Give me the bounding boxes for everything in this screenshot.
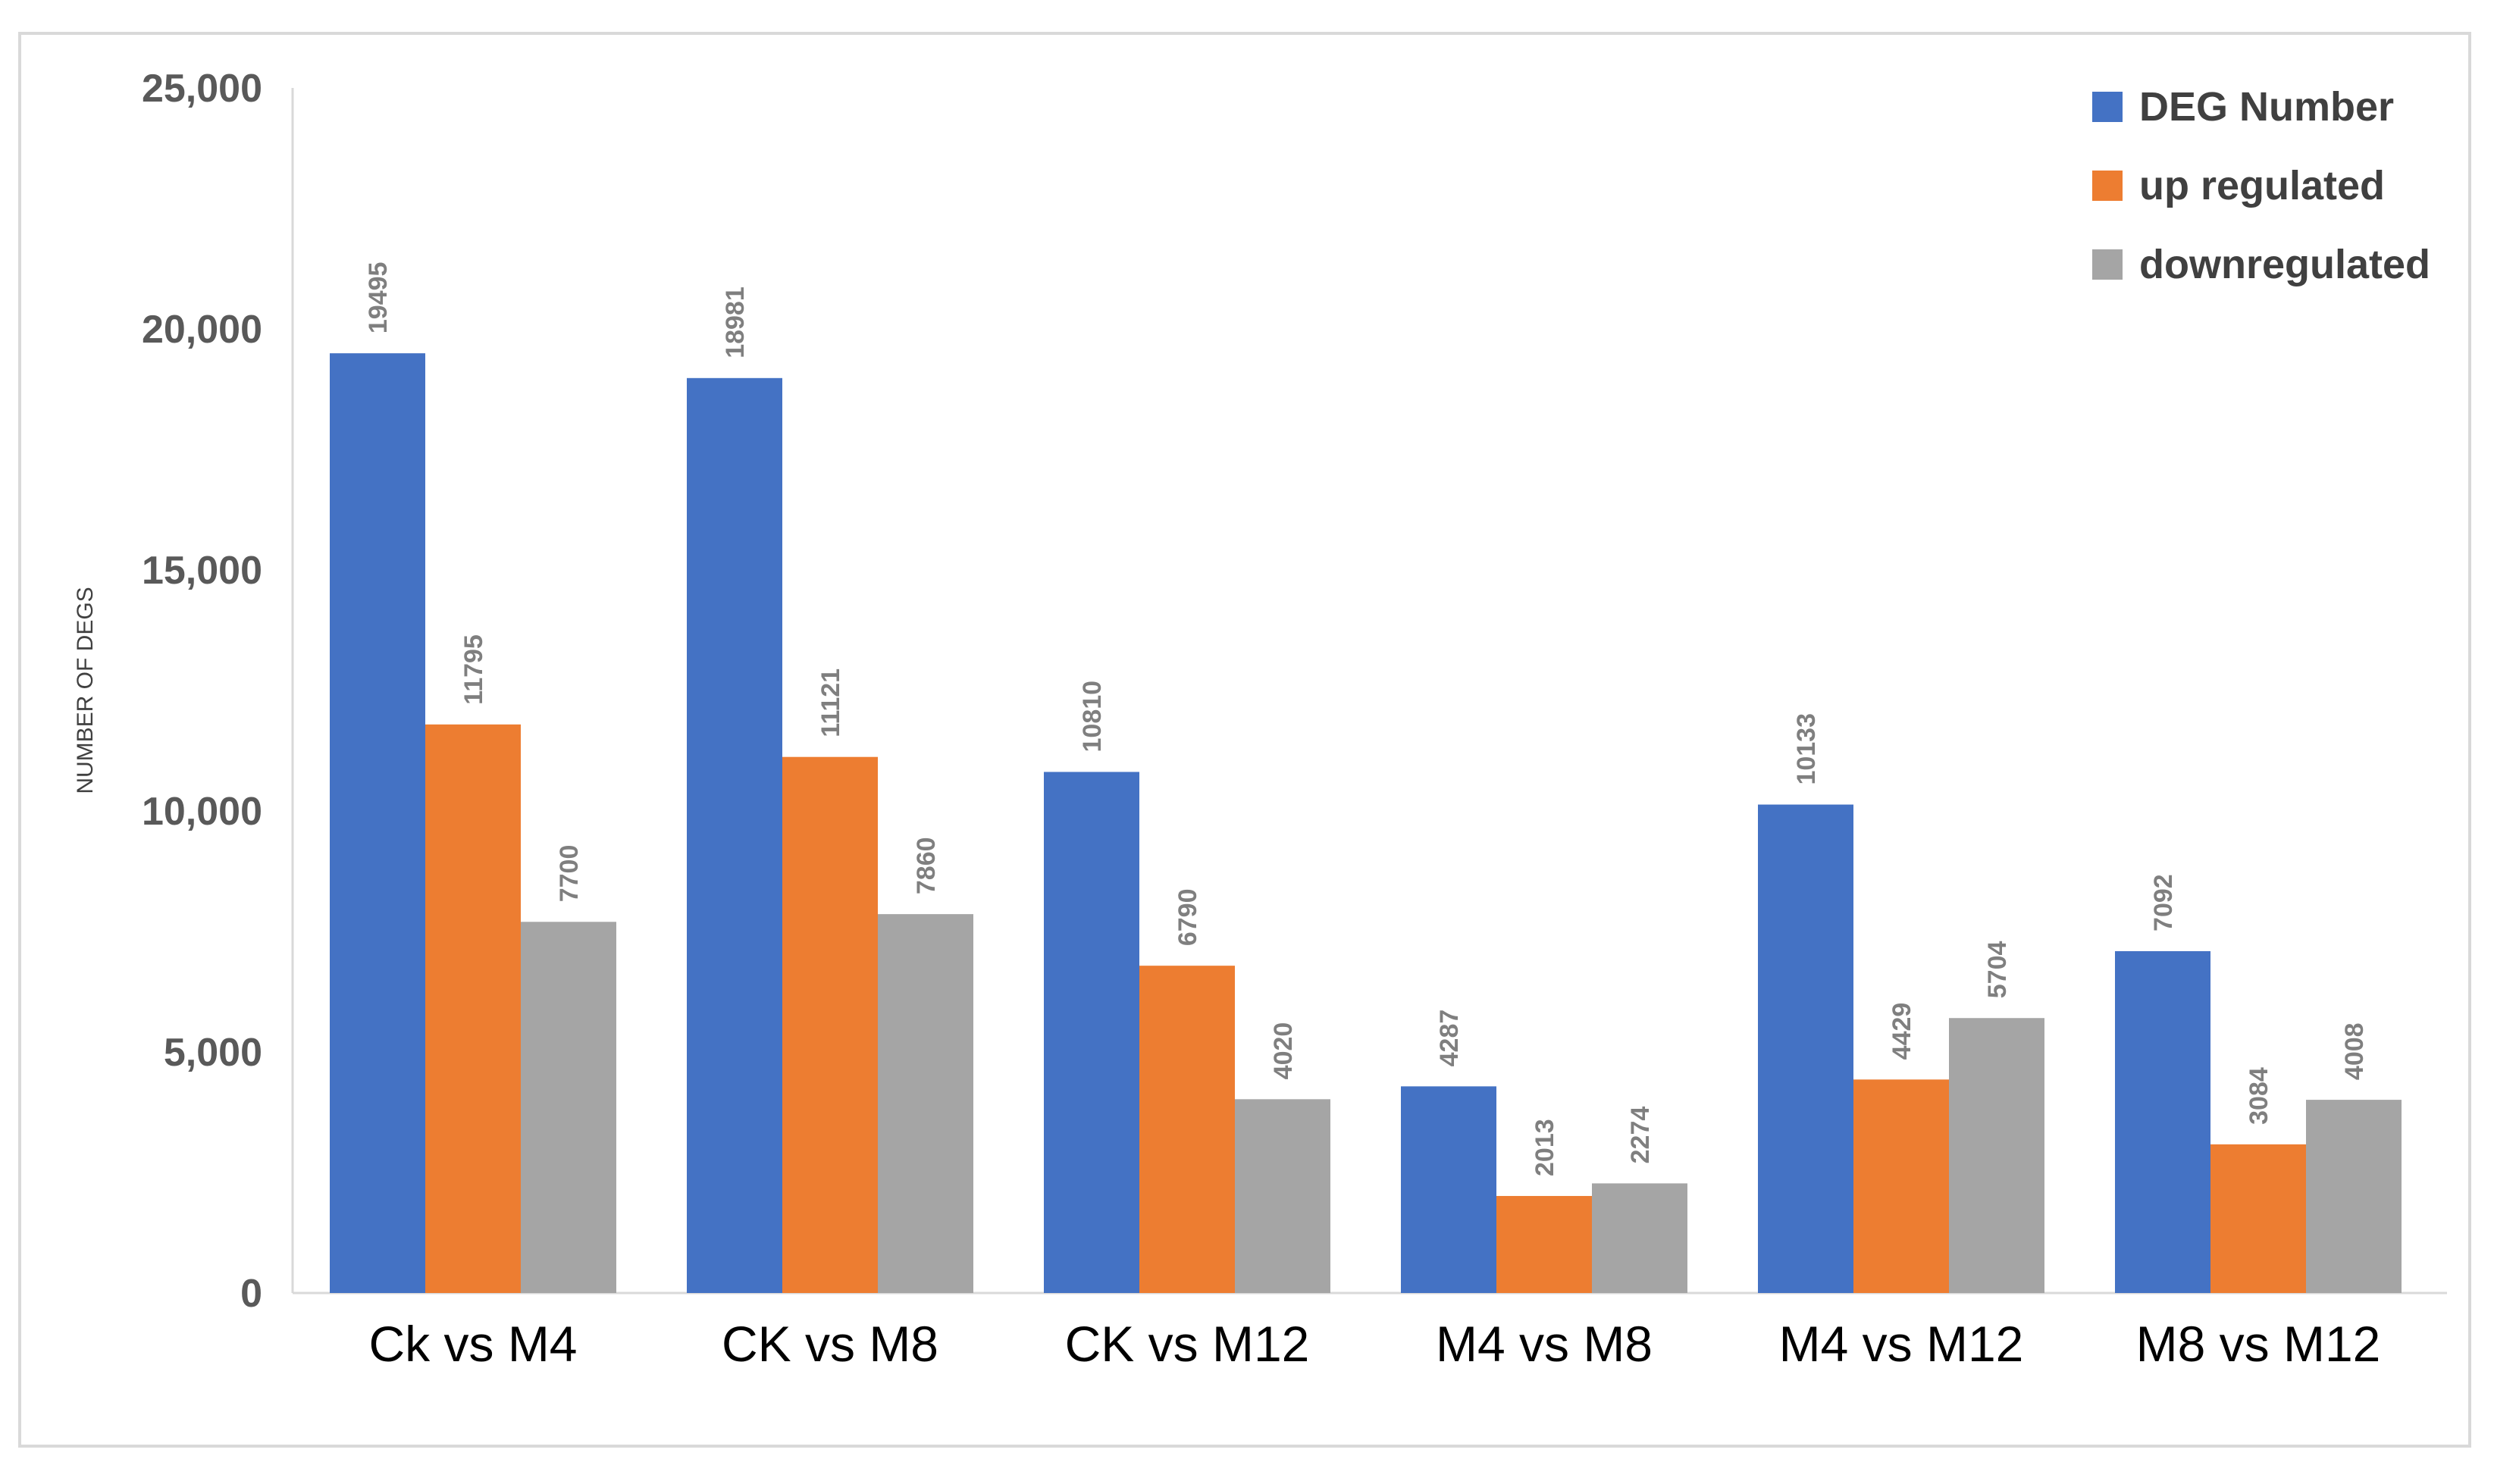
y-tick-label: 10,000 — [142, 790, 262, 834]
data-label: 10810 — [1078, 681, 1107, 753]
data-label: 4429 — [1888, 1003, 1916, 1060]
bar-group: 4287 2013 2274 — [1401, 1010, 1687, 1293]
data-label: 6790 — [1173, 889, 1202, 947]
bar-up-regulated — [1496, 1195, 1592, 1293]
category-label: M4 vs M12 — [1779, 1316, 2024, 1372]
bar-group: 19495 11795 7700 — [330, 262, 616, 1293]
bar-downregulated — [521, 922, 616, 1293]
bar-deg-number — [1758, 804, 1853, 1293]
category-label: Ck vs M4 — [368, 1316, 577, 1372]
category-labels: Ck vs M4 CK vs M8 CK vs M12 M4 vs M8 M4 vs M… — [368, 1316, 2380, 1372]
bar-downregulated — [1949, 1018, 2044, 1293]
legend-label: up regulated — [2139, 163, 2385, 208]
bar-deg-number — [330, 353, 425, 1293]
y-tick-label: 15,000 — [142, 549, 262, 593]
data-label: 11121 — [816, 668, 845, 737]
data-label: 4287 — [1435, 1010, 1464, 1067]
data-label: 5704 — [1983, 941, 2012, 998]
data-label: 19495 — [364, 262, 393, 334]
data-label: 11795 — [459, 634, 488, 705]
y-tick-label: 25,000 — [142, 67, 262, 111]
bar-group: 18981 11121 7860 — [687, 286, 973, 1294]
bar-deg-number — [687, 377, 782, 1294]
category-label: CK vs M12 — [1065, 1316, 1310, 1372]
legend-swatch — [2092, 171, 2123, 201]
bar-up-regulated — [1139, 966, 1235, 1293]
category-label: CK vs M8 — [722, 1316, 938, 1372]
data-label: 4008 — [2340, 1022, 2369, 1080]
legend-swatch — [2092, 92, 2123, 122]
category-label: M8 vs M12 — [2136, 1316, 2381, 1372]
bar-deg-number — [2115, 950, 2210, 1293]
bar-up-regulated — [425, 724, 521, 1293]
bar-up-regulated — [1853, 1079, 1949, 1293]
y-axis-ticks: 0 5,000 10,000 15,000 20,000 25,000 — [142, 67, 262, 1316]
bar-group: 7092 3084 4008 — [2115, 874, 2402, 1293]
bar-groups: 19495 11795 7700 18981 11121 7860 10810 6790 402… — [330, 262, 2402, 1294]
legend-label: downregulated — [2139, 242, 2430, 287]
y-tick-label: 0 — [240, 1272, 262, 1316]
legend: DEG Number up regulated downregulated — [2092, 84, 2430, 287]
bar-downregulated — [1235, 1099, 1330, 1293]
bar-up-regulated — [2210, 1144, 2306, 1293]
legend-label: DEG Number — [2139, 84, 2394, 130]
bar-downregulated — [2306, 1100, 2402, 1293]
bar-group: 10133 4429 5704 — [1758, 713, 2044, 1293]
bar-downregulated — [1592, 1183, 1687, 1293]
y-tick-label: 5,000 — [164, 1031, 262, 1075]
data-label: 7700 — [555, 845, 584, 903]
data-label: 7860 — [912, 837, 941, 894]
data-label: 4020 — [1269, 1022, 1298, 1080]
chart-frame: NUMBER OF DEGS 0 5,000 10,000 15,000 20,000 2… — [18, 32, 2471, 1448]
data-label: 2274 — [1626, 1107, 1655, 1164]
data-label: 3084 — [2245, 1067, 2273, 1125]
data-label: 2013 — [1531, 1119, 1559, 1176]
bar-group: 10810 6790 4020 — [1044, 681, 1330, 1293]
y-tick-label: 20,000 — [142, 308, 262, 352]
y-axis-label: NUMBER OF DEGS — [73, 587, 98, 794]
category-label: M4 vs M8 — [1436, 1316, 1653, 1372]
bar-deg-number — [1401, 1086, 1496, 1293]
legend-swatch — [2092, 249, 2123, 280]
data-label: 7092 — [2149, 874, 2178, 931]
bar-downregulated — [878, 914, 973, 1293]
bar-up-regulated — [782, 756, 878, 1293]
data-label: 18981 — [721, 286, 750, 358]
deg-bar-chart: NUMBER OF DEGS 0 5,000 10,000 15,000 20,000 2… — [73, 67, 2447, 1372]
data-label: 10133 — [1792, 713, 1821, 785]
bar-deg-number — [1044, 772, 1139, 1293]
